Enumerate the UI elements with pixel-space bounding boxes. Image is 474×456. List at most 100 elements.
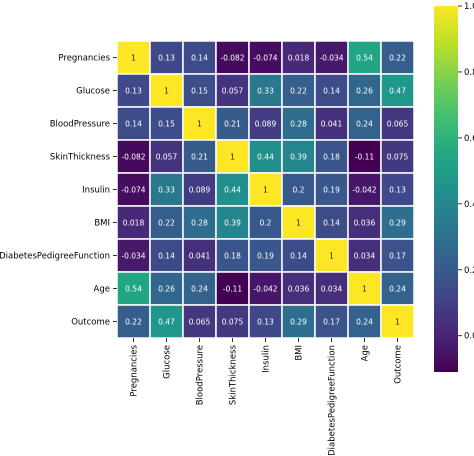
cell-annotation: 1 [362,285,367,294]
cell-annotation: -0.074 [121,186,145,195]
cell-annotation: 0.15 [158,120,175,129]
cell-annotation: 0.018 [123,219,145,228]
cell-annotation: 1 [296,219,301,228]
heatmap-cell [116,172,151,207]
cell-annotation: 0.15 [191,87,208,96]
heatmap-cell [149,238,184,273]
cell-annotation: 0.065 [189,318,211,327]
cell-annotation: 1 [164,87,169,96]
cell-annotation: 1 [263,186,268,195]
heatmap-cell [149,139,184,174]
cell-annotation: -0.042 [352,186,376,195]
cell-annotation: 0.19 [323,186,340,195]
cell-annotation: 0.33 [158,186,175,195]
cell-annotation: 0.18 [323,153,340,162]
y-tick-label: Age [94,285,110,295]
cell-annotation: 0.17 [389,252,406,261]
cell-annotation: 0.036 [354,219,376,228]
colorbar-tick-label: 0.0 [464,332,474,342]
cell-annotation: 0.14 [290,252,307,261]
cell-annotation: 0.14 [125,120,142,129]
heatmap-cell [116,205,151,240]
colorbar-ticks: 0.0 0.2 0.4 0.6 0.8 1.0 [458,2,474,342]
cell-annotation: 0.44 [257,153,274,162]
cell-annotation: 0.057 [156,153,178,162]
cell-annotation: -0.034 [319,54,343,63]
x-tick-label: Glucose [163,345,173,379]
colorbar-tick-label: 0.6 [464,134,474,144]
cell-annotation: 0.21 [191,153,208,162]
heatmap-cell [314,304,349,339]
colorbar-tick-label: 0.2 [464,266,474,276]
cell-annotation: 0.54 [356,54,373,63]
y-tick-label: Pregnancies [58,54,110,64]
x-tick-label: BMI [295,345,305,361]
heatmap-cell [116,238,151,273]
cell-annotation: 0.036 [288,285,310,294]
y-axis-ticks: Pregnancies Glucose BloodPressure SkinThick… [0,54,117,328]
cell-annotation: 0.28 [290,120,307,129]
heatmap-cell [380,271,415,306]
heatmap-cells [116,40,415,339]
y-tick-label: BloodPressure [50,120,110,130]
x-tick-label: SkinThickness [229,344,239,405]
y-tick-label: Glucose [76,87,110,97]
cell-annotation: 0.041 [321,120,343,129]
cell-annotation: 0.14 [191,54,208,63]
cell-annotation: 0.28 [191,219,208,228]
x-tick-label: Pregnancies [130,344,140,396]
x-axis-ticks: Pregnancies Glucose BloodPressure SkinThick… [130,338,404,456]
heatmap-cell [116,304,151,339]
cell-annotation: 0.44 [224,186,241,195]
cell-annotation: 0.18 [224,252,241,261]
cell-annotation: 0.018 [288,54,310,63]
cell-annotation: 0.14 [323,219,340,228]
heatmap-cell [380,172,415,207]
cell-annotation: 0.2 [293,186,305,195]
heatmap-cell [215,271,250,306]
x-tick-label: Age [361,345,371,361]
colorbar-tick-label: 1.0 [464,2,474,12]
y-tick-label: Outcome [71,318,110,328]
cell-annotation: -0.082 [121,153,145,162]
heatmap-cell [281,304,316,339]
heatmap-cell [248,304,283,339]
cell-annotation: 0.54 [125,285,142,294]
cell-annotation: 0.29 [290,318,307,327]
heatmap-cell [215,139,250,174]
cell-annotation: 0.041 [189,252,211,261]
cell-annotation: 0.2 [260,219,272,228]
heatmap-cell [116,106,151,141]
cell-annotation: 1 [131,54,136,63]
cell-annotation: 1 [329,252,334,261]
colorbar-tick-label: 0.8 [464,68,474,78]
cell-annotation: 0.089 [189,186,211,195]
heatmap-cell [314,238,349,273]
heatmap-cell [380,106,415,141]
colorbar-tick-label: 0.4 [464,200,474,210]
x-tick-label: Insulin [262,345,272,373]
cell-annotation: 0.14 [158,252,175,261]
y-tick-label: Insulin [82,186,110,196]
cell-annotation: 0.24 [356,318,373,327]
cell-annotation: 0.034 [354,252,376,261]
cell-annotation: -0.034 [121,252,145,261]
cell-annotation: 1 [230,153,235,162]
heatmap-cell [149,106,184,141]
cell-annotation: 0.075 [387,153,409,162]
y-tick-label: SkinThickness [50,153,111,163]
cell-annotation: 0.13 [389,186,406,195]
heatmap-annotations: 1 0.13 0.14 -0.082 -0.074 0.018 -0.034 0.54 0.22… [121,54,408,327]
heatmap-cell [281,205,316,240]
colorbar-gradient [434,6,458,372]
cell-annotation: 0.034 [321,285,343,294]
cell-annotation: 0.19 [257,252,274,261]
cell-annotation: -0.11 [355,153,375,162]
heatmap-cell [182,271,217,306]
cell-annotation: -0.082 [220,54,244,63]
cell-annotation: 0.089 [255,120,277,129]
cell-annotation: 0.17 [323,318,340,327]
colorbar: 0.0 0.2 0.4 0.6 0.8 1.0 [434,2,474,372]
heatmap-cell [248,205,283,240]
